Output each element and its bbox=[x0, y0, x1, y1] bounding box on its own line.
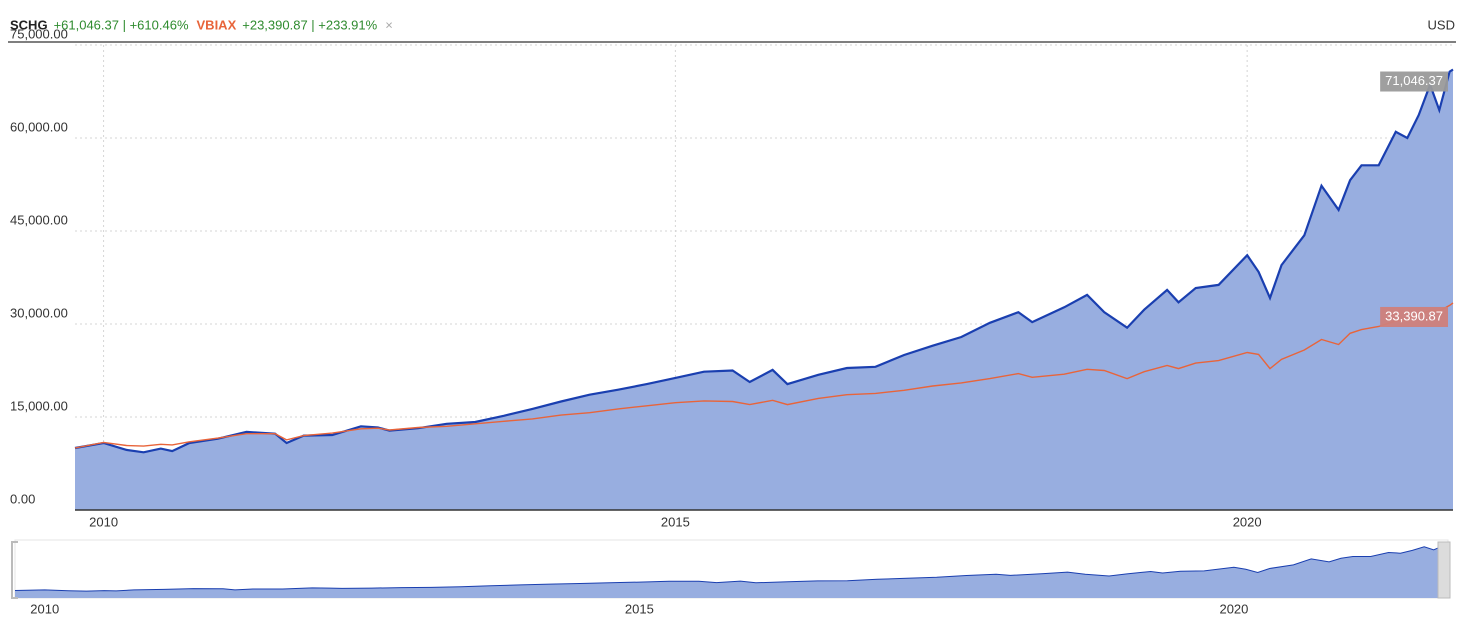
y-tick-label: 60,000.00 bbox=[10, 119, 68, 134]
navigator-tick-label: 2020 bbox=[1219, 601, 1248, 616]
navigator-area bbox=[15, 545, 1448, 598]
navigator-handle-left[interactable] bbox=[11, 541, 18, 599]
navigator-tick-label: 2015 bbox=[625, 601, 654, 616]
navigator-handle-right[interactable] bbox=[1437, 541, 1451, 599]
x-tick-label: 2015 bbox=[661, 514, 690, 529]
end-value-box bbox=[1380, 306, 1448, 327]
navigator-tick-label: 2010 bbox=[30, 601, 59, 616]
end-value-box bbox=[1380, 71, 1448, 92]
x-tick-label: 2010 bbox=[89, 514, 118, 529]
y-tick-label: 75,000.00 bbox=[10, 26, 68, 41]
y-tick-label: 15,000.00 bbox=[10, 398, 68, 413]
close-button[interactable]: × bbox=[385, 17, 393, 32]
y-tick-label: 0.00 bbox=[10, 491, 35, 506]
y-tick-label: 30,000.00 bbox=[10, 305, 68, 320]
legend: SCHG +61,046.37 | +610.46% VBIAX +23,390.87… bbox=[10, 17, 393, 32]
navigator-line bbox=[14, 544, 1449, 592]
legend-change: +23,390.87 | +233.91% bbox=[242, 17, 377, 32]
y-tick-label: 45,000.00 bbox=[10, 212, 68, 227]
end-value-label: 33,390.87 bbox=[1385, 308, 1443, 323]
legend-change: +61,046.37 | +610.46% bbox=[54, 17, 189, 32]
legend-name: SCHG bbox=[10, 17, 48, 32]
x-tick-label: 2020 bbox=[1233, 514, 1262, 529]
legend-name: VBIAX bbox=[197, 17, 237, 32]
series-line bbox=[74, 302, 1454, 449]
currency: USD bbox=[1428, 17, 1455, 32]
series-area bbox=[75, 69, 1453, 510]
end-value-label: 71,046.37 bbox=[1385, 73, 1443, 88]
